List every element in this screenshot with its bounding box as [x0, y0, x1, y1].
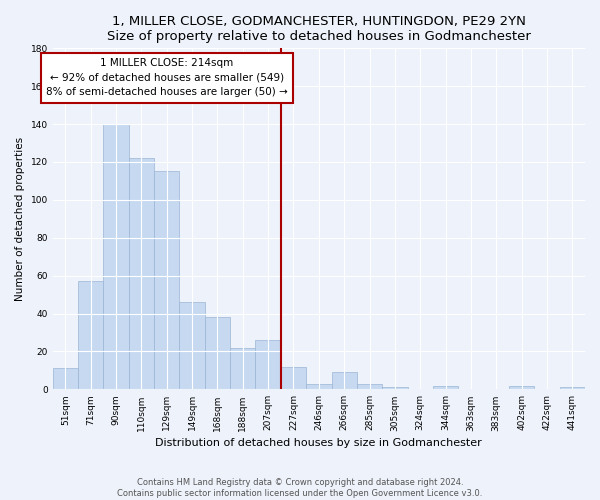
Bar	[281, 366, 306, 390]
Bar	[179, 302, 205, 390]
Bar	[129, 158, 154, 390]
Bar	[154, 172, 179, 390]
Bar	[230, 348, 256, 390]
Bar	[205, 318, 230, 390]
Bar	[357, 384, 382, 390]
X-axis label: Distribution of detached houses by size in Godmanchester: Distribution of detached houses by size …	[155, 438, 482, 448]
Title: 1, MILLER CLOSE, GODMANCHESTER, HUNTINGDON, PE29 2YN
Size of property relative t: 1, MILLER CLOSE, GODMANCHESTER, HUNTINGD…	[107, 15, 531, 43]
Bar	[332, 372, 357, 390]
Bar	[509, 386, 535, 390]
Text: 1 MILLER CLOSE: 214sqm
← 92% of detached houses are smaller (549)
8% of semi-det: 1 MILLER CLOSE: 214sqm ← 92% of detached…	[46, 58, 287, 98]
Text: Contains HM Land Registry data © Crown copyright and database right 2024.
Contai: Contains HM Land Registry data © Crown c…	[118, 478, 482, 498]
Bar	[560, 388, 585, 390]
Bar	[78, 282, 103, 390]
Bar	[433, 386, 458, 390]
Bar	[306, 384, 332, 390]
Bar	[53, 368, 78, 390]
Y-axis label: Number of detached properties: Number of detached properties	[15, 137, 25, 301]
Bar	[256, 340, 281, 390]
Bar	[382, 388, 407, 390]
Bar	[103, 124, 129, 390]
